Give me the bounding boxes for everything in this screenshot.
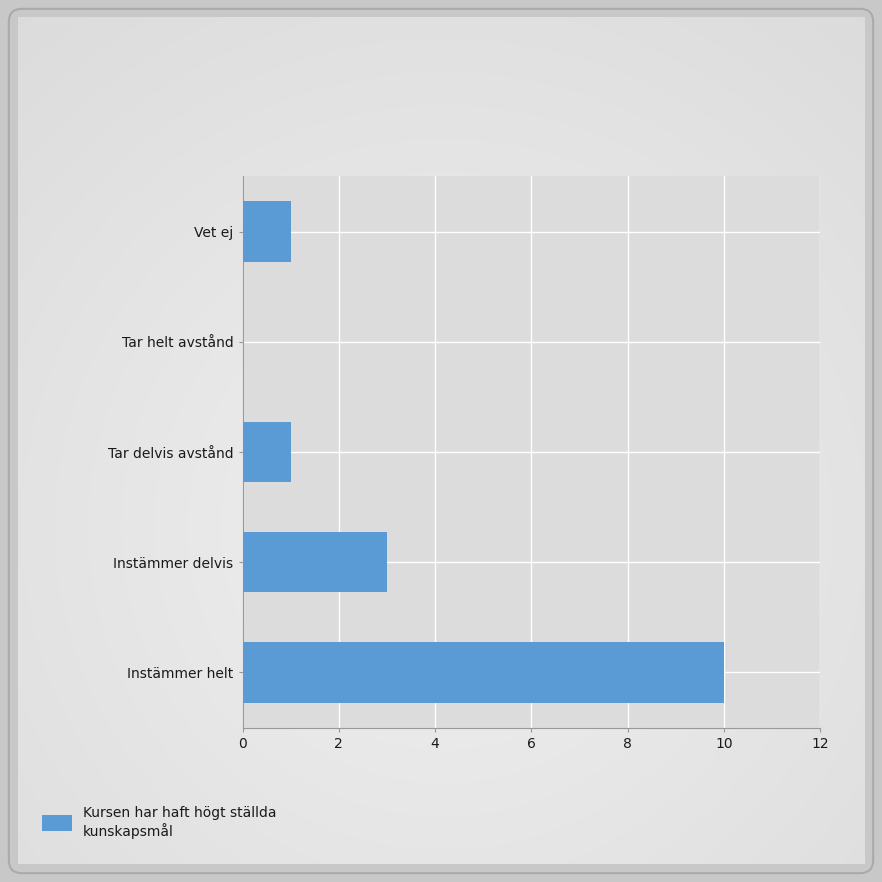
Bar: [243, 201, 291, 262]
Bar: [243, 422, 291, 482]
Legend: Kursen har haft högt ställda
kunskapsmål: Kursen har haft högt ställda kunskapsmål: [41, 806, 277, 839]
Bar: [243, 642, 724, 703]
Bar: [243, 532, 387, 593]
